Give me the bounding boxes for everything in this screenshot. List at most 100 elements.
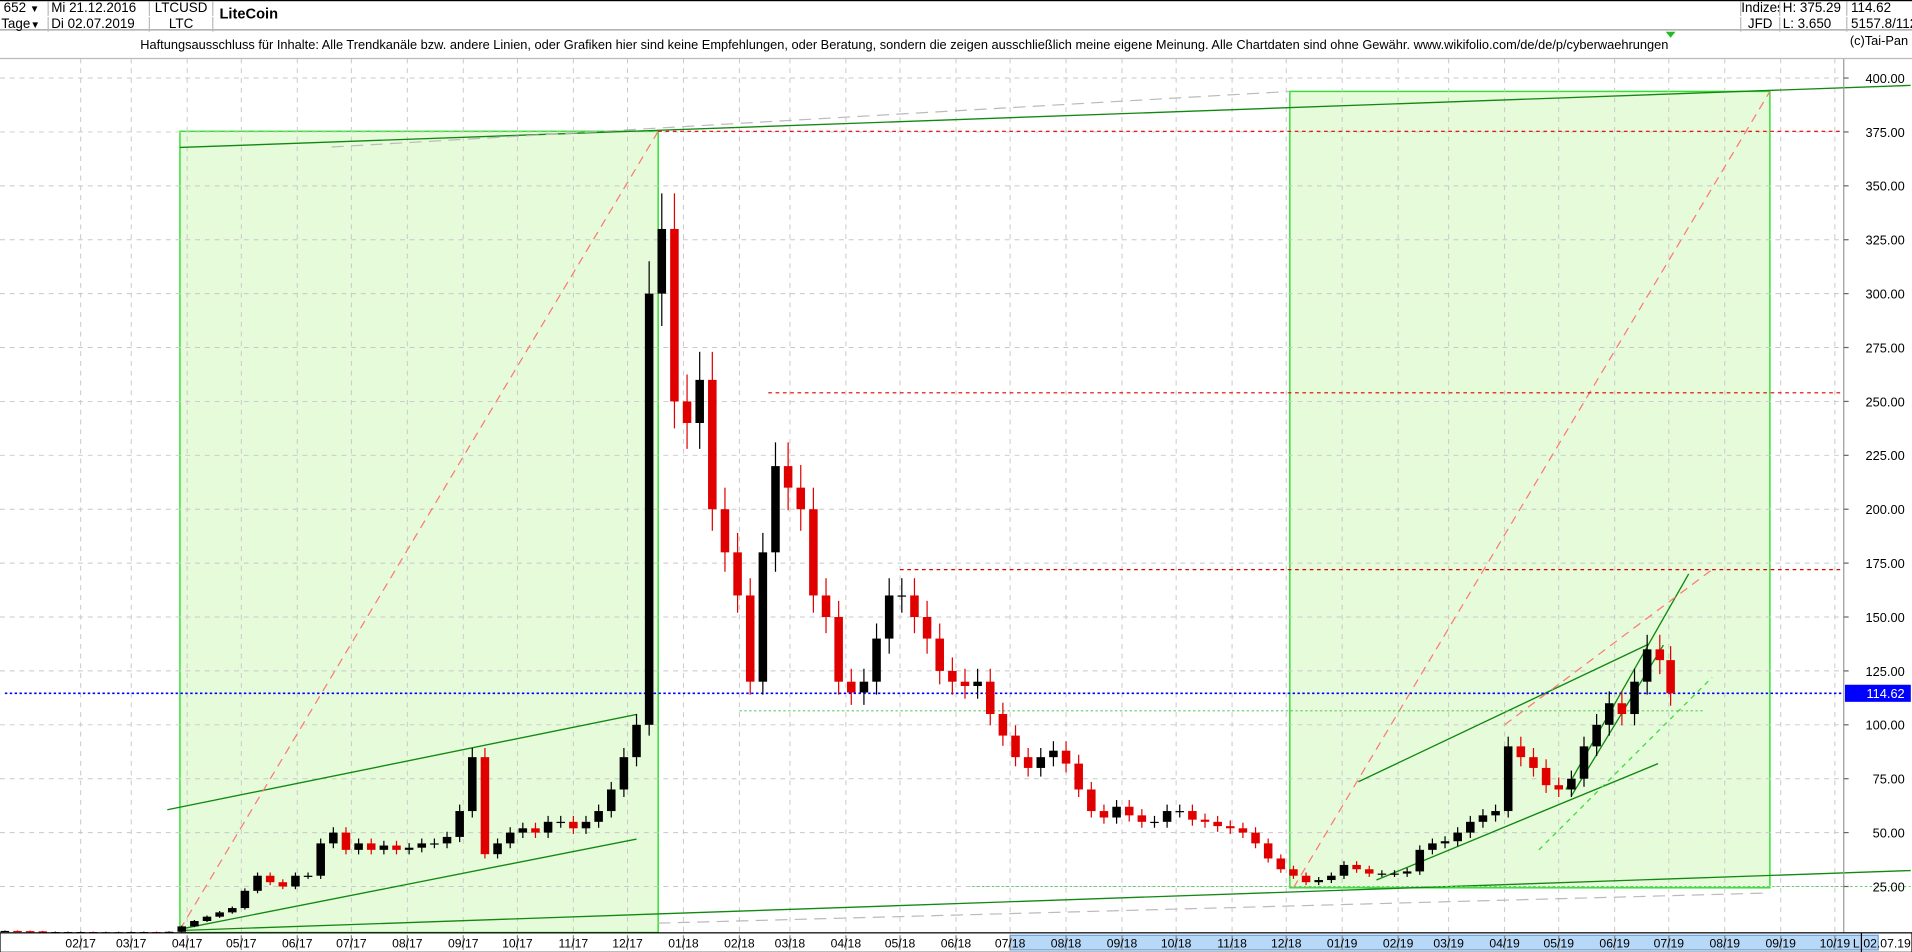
y-tick-label: 325.00 xyxy=(1866,233,1905,248)
candle xyxy=(1061,741,1071,773)
candle xyxy=(1604,691,1614,736)
candle xyxy=(619,747,629,798)
candle-body xyxy=(1087,789,1096,812)
candle-body xyxy=(1516,746,1526,758)
exchange-line1: Indizes xyxy=(1740,1,1781,16)
triangle-down-icon: ▼ xyxy=(30,18,40,30)
candle-body xyxy=(809,509,818,596)
candle xyxy=(25,930,35,933)
candle xyxy=(190,920,199,928)
candle-body xyxy=(1276,858,1286,870)
x-tick-label: 07/17 xyxy=(336,936,367,950)
candle xyxy=(468,747,477,818)
candle-body xyxy=(1327,875,1336,881)
candle-body xyxy=(1529,757,1538,768)
candle-body xyxy=(922,617,932,639)
x-tick-label: 12/17 xyxy=(612,936,643,950)
candle xyxy=(1238,822,1248,838)
y-tick-label: 275.00 xyxy=(1866,340,1905,355)
candle xyxy=(1630,668,1639,726)
candle xyxy=(796,465,806,531)
start-date: Mi 21.12.2016 xyxy=(49,1,150,16)
x-tick-label: 03/19 xyxy=(1433,936,1464,950)
candle xyxy=(278,879,288,890)
candle xyxy=(1213,815,1222,832)
candle xyxy=(1466,815,1475,838)
candle xyxy=(38,930,48,933)
candle-body xyxy=(177,926,187,932)
candle-body xyxy=(1604,703,1614,725)
candle xyxy=(1352,861,1361,873)
candle xyxy=(960,668,970,699)
candle xyxy=(1503,736,1513,818)
candle xyxy=(859,668,869,705)
bars-count-select[interactable]: 652 ▼ xyxy=(0,1,49,16)
candle xyxy=(1415,845,1425,875)
y-tick-label: 75.00 xyxy=(1873,772,1905,787)
x-tick-label: 04/19 xyxy=(1489,936,1520,950)
candle xyxy=(392,840,401,855)
candle-body xyxy=(935,638,944,671)
candle-body xyxy=(1352,864,1361,870)
x-tick-label: 02/19 xyxy=(1383,936,1414,950)
candle xyxy=(341,827,351,855)
candle-body xyxy=(1592,724,1601,747)
x-tick-label: 09/18 xyxy=(1107,936,1138,950)
candle xyxy=(644,261,654,736)
candle xyxy=(1314,877,1323,886)
candle-body xyxy=(657,228,667,294)
x-tick-label: 10/19 xyxy=(1820,936,1851,950)
candle-body xyxy=(215,912,224,917)
candle-body xyxy=(1074,763,1083,790)
candle-body xyxy=(430,843,439,845)
candle xyxy=(606,781,616,818)
candle xyxy=(1327,872,1336,884)
candle-body xyxy=(733,552,742,596)
candle-body xyxy=(366,843,376,850)
x-tick-label: 08/17 xyxy=(392,936,423,950)
candle xyxy=(682,374,692,449)
candle xyxy=(948,657,957,695)
period-select[interactable]: Tage▼ xyxy=(0,16,49,32)
candle-body xyxy=(644,293,654,725)
candle xyxy=(1036,747,1046,777)
candle xyxy=(657,193,667,326)
x-tick-label: 01/19 xyxy=(1327,936,1358,950)
candle xyxy=(430,838,439,849)
candle xyxy=(202,915,212,922)
candle xyxy=(1263,838,1273,863)
candle-body xyxy=(1099,811,1109,818)
last-value: 114.62 xyxy=(1851,1,1892,16)
candle xyxy=(354,838,363,855)
candle xyxy=(505,827,515,849)
candle xyxy=(1592,714,1601,757)
candle xyxy=(569,815,578,834)
candle xyxy=(253,872,262,894)
candle-body xyxy=(38,931,48,933)
disclaimer-text: Haftungsausschluss für Inhalte: Alle Tre… xyxy=(140,37,1669,53)
candle xyxy=(1554,777,1564,798)
x-tick-label: 11/17 xyxy=(559,936,589,950)
candle xyxy=(1377,870,1387,877)
candle xyxy=(1529,747,1538,777)
candle xyxy=(1162,804,1172,828)
candle xyxy=(632,714,641,767)
chart-title: LiteCoin xyxy=(219,4,279,22)
candle xyxy=(543,815,553,838)
candle xyxy=(1087,781,1096,818)
last-date-label: 02.07.19 xyxy=(1863,936,1911,950)
candle xyxy=(1023,747,1033,777)
trend-line-trend xyxy=(179,869,1911,932)
candle-body xyxy=(632,724,641,758)
candle xyxy=(1124,800,1134,822)
candle xyxy=(771,442,780,572)
candle xyxy=(1478,809,1488,828)
candle-body xyxy=(25,931,35,933)
last-price-label: 114.62 xyxy=(1866,686,1904,701)
candle-body xyxy=(543,821,553,833)
copyright-label: (c)Tai-Pan xyxy=(1849,34,1909,49)
candle-body xyxy=(1049,750,1058,758)
x-tick-label: 03/18 xyxy=(775,936,806,950)
candle-body xyxy=(771,466,780,553)
